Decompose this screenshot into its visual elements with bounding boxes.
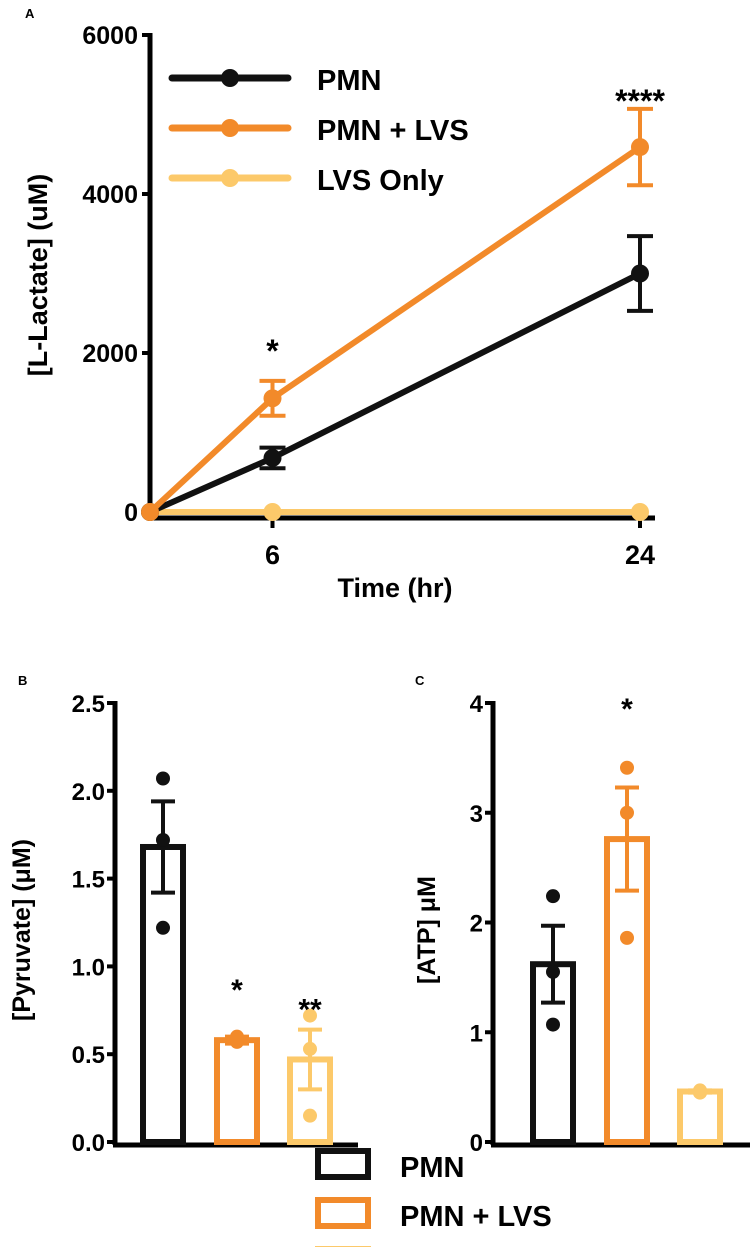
panel-label-b: B <box>18 673 27 688</box>
data-point <box>303 1041 317 1056</box>
y-tick-label-a: 4000 <box>82 181 138 209</box>
data-point <box>631 264 649 283</box>
panel-label-c: C <box>415 673 425 688</box>
legend-label: PMN + LVS <box>400 1201 552 1233</box>
y-axis-title-c: [ATP] μM <box>413 876 441 984</box>
data-point <box>230 1033 244 1048</box>
y-tick-label-a: 0 <box>124 499 138 527</box>
significance-marker: ** <box>298 993 322 1026</box>
x-tick-label-a: 24 <box>625 540 655 570</box>
y-tick-label: 3 <box>470 801 483 828</box>
y-tick-label: 2.5 <box>72 691 105 718</box>
data-point <box>631 138 649 157</box>
data-point <box>620 805 634 820</box>
significance-marker: * <box>266 333 279 369</box>
legend-marker <box>221 119 239 137</box>
y-tick-label-a: 6000 <box>82 22 138 50</box>
data-point <box>303 1108 317 1123</box>
data-point <box>263 503 282 521</box>
significance-marker: * <box>231 974 243 1007</box>
legend-swatch <box>315 1197 371 1229</box>
y-tick-label-a: 2000 <box>82 340 138 368</box>
y-tick-label: 0 <box>470 1130 483 1157</box>
data-point <box>546 1017 560 1032</box>
legend-marker <box>221 69 239 87</box>
legend-marker <box>221 169 239 187</box>
y-tick-label: 4 <box>470 691 484 718</box>
legend-label: PMN <box>317 65 381 97</box>
y-tick-label: 1.0 <box>72 954 105 981</box>
y-axis-title-a: [L-Lactate] (uM) <box>23 174 53 376</box>
data-point <box>631 503 649 521</box>
significance-marker: * <box>621 693 633 726</box>
data-point <box>620 760 634 775</box>
legend-label: PMN <box>400 1152 464 1184</box>
significance-marker: **** <box>615 83 665 119</box>
data-point <box>263 448 282 467</box>
y-tick-label: 2 <box>470 911 483 938</box>
y-tick-label: 0.5 <box>72 1042 105 1069</box>
data-point <box>156 771 170 786</box>
series-line-pmn <box>148 270 642 515</box>
data-point <box>303 1008 317 1023</box>
data-point <box>693 1085 707 1100</box>
x-tick-label-a: 6 <box>265 540 280 570</box>
bar-pmn-lvs <box>214 1037 260 1145</box>
panel-label-a: A <box>25 6 35 21</box>
data-point <box>546 889 560 904</box>
legend-swatch <box>315 1148 371 1180</box>
data-point <box>141 503 159 521</box>
x-axis-title-a: Time (hr) <box>337 573 452 603</box>
y-tick-label: 0.0 <box>72 1130 105 1157</box>
y-tick-label: 1 <box>470 1020 483 1047</box>
legend-label: LVS Only <box>317 165 444 197</box>
data-point <box>156 832 170 847</box>
y-axis-title-b: [Pyruvate] (μM) <box>8 839 36 1021</box>
data-point <box>620 930 634 945</box>
y-tick-label: 2.0 <box>72 779 105 806</box>
y-tick-label: 1.5 <box>72 867 105 894</box>
data-point <box>156 920 170 935</box>
data-point <box>263 389 282 408</box>
data-point <box>546 964 560 979</box>
legend-label: PMN + LVS <box>317 115 469 147</box>
series-line-pmn-lvs <box>147 144 642 515</box>
